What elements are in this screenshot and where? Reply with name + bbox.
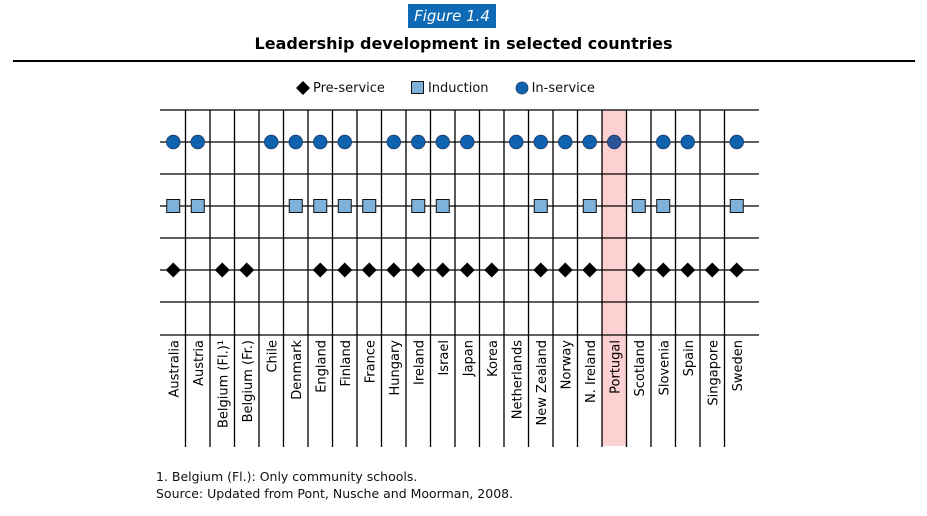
marker-induction [631, 199, 646, 213]
marker-in-service [337, 134, 352, 150]
marker-pre-service [729, 262, 745, 278]
marker-in-service [680, 134, 695, 150]
marker-pre-service [484, 262, 500, 278]
marker-in-service [533, 134, 548, 150]
category-label: Australia [167, 340, 182, 398]
marker-in-service [509, 134, 524, 150]
title-divider [13, 60, 915, 62]
footnote-belgium: 1. Belgium (Fl.): Only community schools… [156, 469, 418, 484]
marker-pre-service [165, 262, 181, 278]
category-label: Norway [559, 340, 574, 390]
category-label: Netherlands [510, 340, 525, 419]
marker-induction [166, 199, 181, 213]
marker-in-service [264, 134, 279, 150]
category-label: Denmark [290, 340, 305, 400]
category-label: France [363, 340, 378, 383]
category-label: Korea [486, 340, 501, 377]
marker-in-service [313, 134, 328, 150]
marker-pre-service [214, 262, 230, 278]
marker-induction [582, 199, 597, 213]
marker-in-service [460, 134, 475, 150]
category-label: Israel [437, 340, 452, 376]
marker-pre-service [533, 262, 549, 278]
figure-label: Figure 1.4 [408, 4, 496, 28]
marker-induction [533, 199, 548, 213]
marker-induction [288, 199, 303, 213]
legend-item-induction: Induction [410, 80, 489, 96]
chart-title: Leadership development in selected count… [254, 34, 673, 53]
legend-label: Pre-service [313, 80, 385, 96]
category-label: Ireland [412, 340, 427, 385]
diamond-icon [296, 81, 310, 95]
category-label: Austria [192, 340, 207, 386]
marker-in-service [411, 134, 426, 150]
marker-pre-service [557, 262, 573, 278]
marker-induction [337, 199, 352, 213]
category-label: Sweden [731, 340, 746, 391]
source-note: Source: Updated from Pont, Nusche and Mo… [156, 486, 514, 501]
marker-pre-service [386, 262, 402, 278]
legend: Pre-service Induction In-service [296, 79, 595, 97]
legend-item-pre-service: Pre-service [296, 81, 385, 96]
legend-item-in-service: In-service [515, 81, 595, 96]
category-label: Japan [461, 340, 476, 377]
category-label: Belgium (Fr.) [241, 340, 256, 422]
marker-in-service [288, 134, 303, 150]
category-label: N. Ireland [584, 340, 599, 403]
marker-pre-service [361, 262, 377, 278]
marker-induction [190, 199, 205, 213]
marker-pre-service [459, 262, 475, 278]
marker-in-service [656, 134, 671, 150]
category-label: Slovenia [657, 340, 672, 395]
footnotes: 1. Belgium (Fl.): Only community schools… [156, 468, 513, 502]
marker-induction [729, 199, 744, 213]
marker-pre-service [680, 262, 696, 278]
category-label: New Zealand [535, 340, 550, 425]
category-label: Scotland [633, 340, 648, 397]
square-icon [410, 81, 424, 94]
marker-in-service [582, 134, 597, 150]
marker-in-service [435, 134, 450, 150]
category-label: Chile [265, 340, 280, 373]
category-label: Belgium (Fl.)¹ [216, 340, 231, 428]
marker-pre-service [239, 262, 255, 278]
marker-induction [362, 199, 377, 213]
marker-in-service [558, 134, 573, 150]
category-label: Hungary [388, 340, 403, 396]
marker-pre-service [435, 262, 451, 278]
legend-label: In-service [531, 80, 595, 96]
category-label: Singapore [706, 340, 721, 406]
marker-pre-service [410, 262, 426, 278]
marker-induction [435, 199, 450, 213]
marker-pre-service [631, 262, 647, 278]
circle-icon [515, 81, 528, 95]
marker-pre-service [704, 262, 720, 278]
marker-induction [313, 199, 328, 213]
legend-label: Induction [427, 80, 489, 96]
category-label: Spain [682, 340, 697, 376]
marker-pre-service [582, 262, 598, 278]
marker-pre-service [655, 262, 671, 278]
marker-in-service [386, 134, 401, 150]
highlight-column [602, 110, 627, 446]
marker-in-service [607, 134, 622, 150]
marker-in-service [166, 134, 181, 150]
category-label: England [314, 340, 329, 393]
marker-in-service [729, 134, 744, 150]
marker-induction [656, 199, 671, 213]
category-label: Finland [339, 340, 354, 386]
marker-pre-service [337, 262, 353, 278]
marker-in-service [190, 134, 205, 150]
marker-induction [411, 199, 426, 213]
category-label: Portugal [608, 340, 623, 394]
marker-pre-service [312, 262, 328, 278]
